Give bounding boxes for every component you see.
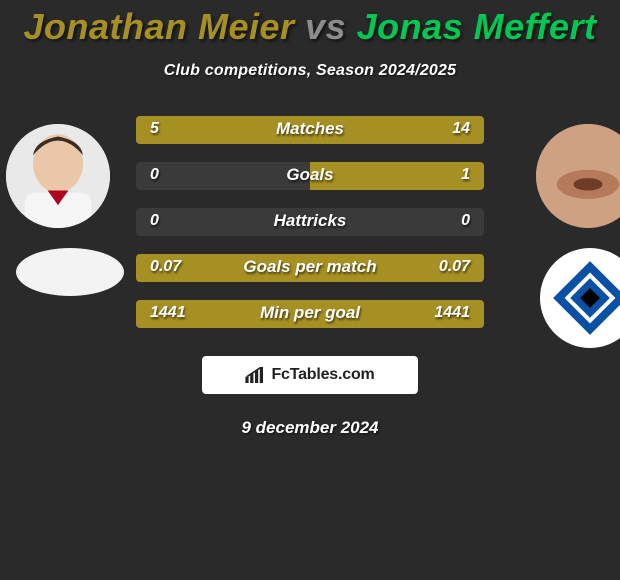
player2-avatar bbox=[536, 124, 620, 228]
player2-name: Jonas Meffert bbox=[357, 6, 597, 47]
comparison-title: Jonathan Meier vs Jonas Meffert bbox=[0, 6, 620, 48]
date-line: 9 december 2024 bbox=[0, 418, 620, 438]
stat-value-left: 0 bbox=[150, 166, 159, 184]
brand-text: FcTables.com bbox=[271, 366, 374, 384]
stat-value-right: 1441 bbox=[434, 304, 470, 322]
stat-value-right: 14 bbox=[452, 120, 470, 138]
bar-chart-icon bbox=[245, 367, 265, 383]
stat-value-right: 0 bbox=[461, 212, 470, 230]
stat-value-left: 0.07 bbox=[150, 258, 181, 276]
stat-row: 0.07 0.07 Goals per match bbox=[136, 254, 484, 282]
stat-row: 0 1 Goals bbox=[136, 162, 484, 190]
stat-bar-right bbox=[228, 116, 484, 144]
stat-label: Goals per match bbox=[243, 257, 376, 277]
stat-label: Matches bbox=[276, 119, 344, 139]
subtitle: Club competitions, Season 2024/2025 bbox=[0, 62, 620, 80]
stat-value-right: 0.07 bbox=[439, 258, 470, 276]
stat-row: 0 0 Hattricks bbox=[136, 208, 484, 236]
stat-bar-right bbox=[310, 162, 484, 190]
player1-name: Jonathan Meier bbox=[23, 6, 294, 47]
stat-row: 1441 1441 Min per goal bbox=[136, 300, 484, 328]
hsv-logo-icon bbox=[553, 261, 620, 335]
vs-separator: vs bbox=[305, 6, 346, 47]
player1-avatar-placeholder bbox=[6, 124, 110, 228]
stat-row: 5 14 Matches bbox=[136, 116, 484, 144]
stat-value-left: 0 bbox=[150, 212, 159, 230]
stat-label: Goals bbox=[286, 165, 333, 185]
stat-label: Hattricks bbox=[274, 211, 347, 231]
player1-club-badge bbox=[16, 248, 124, 296]
stat-label: Min per goal bbox=[260, 303, 360, 323]
stats-table: 5 14 Matches 0 1 Goals 0 0 Hattricks 0.07 0.07 Goal… bbox=[136, 116, 484, 328]
stat-value-right: 1 bbox=[461, 166, 470, 184]
brand-badge: FcTables.com bbox=[202, 356, 418, 394]
stat-value-left: 1441 bbox=[150, 304, 186, 322]
player1-avatar bbox=[6, 124, 110, 228]
player2-club-badge bbox=[540, 248, 620, 348]
stat-value-left: 5 bbox=[150, 120, 159, 138]
player2-avatar-placeholder bbox=[536, 124, 620, 228]
